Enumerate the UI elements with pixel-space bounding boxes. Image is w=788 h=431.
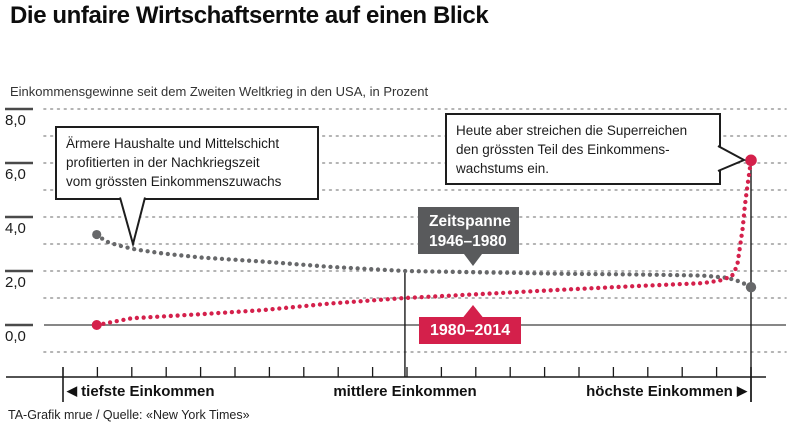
series-badge-1946-1980-line1: Zeitspanne (429, 213, 511, 230)
x-label-lowest-incomes-text: tiefste Einkommen (81, 383, 215, 400)
arrow-left-icon: ◀ (67, 383, 77, 398)
x-label-middle-incomes: mittlere Einkommen (333, 383, 477, 400)
y-tick-label: 4,0 (5, 220, 26, 237)
x-label-highest-incomes-text: höchste Einkommen (586, 383, 733, 400)
y-tick-label: 8,0 (5, 112, 26, 129)
series-badge-1946-1980-line2: 1946–1980 (429, 232, 507, 250)
x-label-highest-incomes: höchste Einkommen ▶ (586, 383, 747, 400)
callout-superrich-today: Heute aber streichen die Superreichen den… (445, 113, 721, 185)
page-title: Die unfaire Wirtschaftsernte auf einen B… (10, 2, 489, 29)
callout-postwar-era: Ärmere Haushalte und Mittelschicht profit… (55, 126, 319, 200)
y-tick-label: 2,0 (5, 274, 26, 291)
y-tick-label: 6,0 (5, 166, 26, 183)
arrow-right-icon: ▶ (737, 383, 747, 398)
y-tick-label: 0,0 (5, 328, 26, 345)
series-badge-1980-2014: 1980–2014 (419, 317, 522, 344)
x-label-lowest-incomes: ◀ tiefste Einkommen (67, 383, 215, 400)
chart-subtitle: Einkommensgewinne seit dem Zweiten Weltk… (10, 84, 429, 99)
series-badge-1946-1980: Zeitspanne 1946–1980 (418, 207, 519, 254)
source-credit: TA-Grafik mrue / Quelle: «New York Times… (8, 408, 250, 422)
